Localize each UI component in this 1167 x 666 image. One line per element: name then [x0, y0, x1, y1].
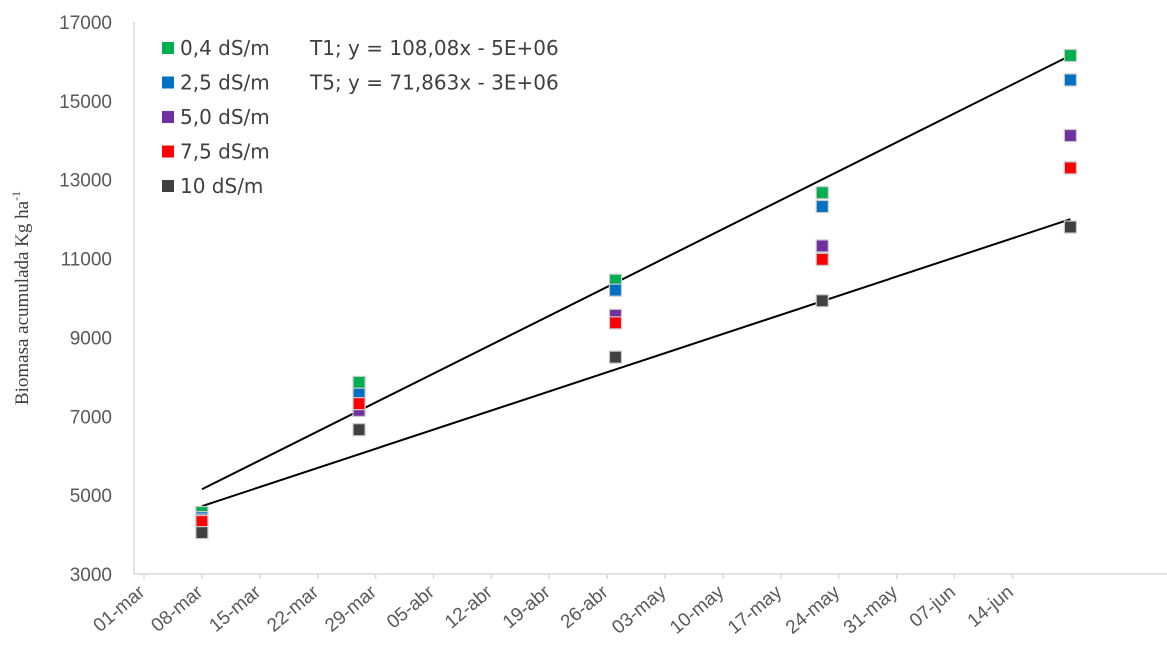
legend-label: 0,4 dS/m	[180, 36, 270, 60]
x-tick-label: 29-mar	[321, 581, 381, 636]
data-point	[1063, 128, 1078, 143]
x-tick-label: 07-jun	[906, 582, 960, 632]
data-point	[1063, 48, 1078, 63]
data-point	[1063, 220, 1078, 234]
y-axis-label: Biomasa acumulada Kg ha-1	[9, 191, 33, 405]
data-point	[352, 423, 366, 437]
data-point	[608, 316, 623, 330]
data-point	[815, 186, 829, 200]
legend-marker	[162, 145, 174, 158]
x-tick-label: 14-jun	[964, 582, 1018, 632]
y-tick-label: 11000	[61, 250, 112, 271]
x-tick-label: 10-may	[666, 581, 728, 638]
legend-label: 5,0 dS/m	[180, 105, 270, 129]
y-tick-label: 3000	[70, 565, 112, 586]
legend: 0,4 dS/m 2,5 dS/m 5,0 dS/m 7,5 dS/m 10 dS/m	[162, 36, 270, 198]
legend-label: 2,5 dS/m	[180, 71, 270, 95]
legend-marker	[162, 42, 174, 54]
x-tick-label: 31-may	[840, 581, 902, 638]
data-points	[195, 48, 1078, 540]
legend-label: 7,5 dS/m	[180, 140, 270, 164]
data-point	[815, 199, 829, 214]
legend-marker	[162, 76, 174, 89]
trendline-equation: T1; y = 108,08x - 5E+06	[309, 36, 559, 60]
trendline-equations: T1; y = 108,08x - 5E+06 T5; y = 71,863x -…	[309, 36, 559, 95]
y-tick-label: 9000	[70, 328, 112, 349]
legend-label: 10 dS/m	[180, 174, 263, 198]
x-tick-label: 05-abr	[383, 581, 439, 633]
x-tick-label: 15-mar	[205, 581, 265, 636]
data-point	[352, 397, 366, 411]
data-point	[608, 283, 623, 297]
x-tick-label: 12-abr	[441, 581, 497, 633]
axes	[133, 22, 1167, 575]
legend-marker	[162, 180, 174, 192]
trendline	[201, 218, 1071, 508]
x-tick-label: 26-abr	[557, 581, 613, 633]
data-point	[815, 252, 829, 266]
trendline-equation: T5; y = 71,863x - 3E+06	[309, 71, 559, 95]
data-point	[352, 375, 366, 389]
data-point	[195, 525, 209, 540]
trendlines	[201, 54, 1071, 508]
trendline	[201, 54, 1071, 491]
y-tick-label: 13000	[59, 171, 112, 192]
x-tick-label: 01-mar	[90, 581, 150, 636]
x-tick-label: 17-may	[724, 581, 786, 638]
x-tick-label: 08-mar	[148, 581, 208, 636]
data-point	[815, 239, 829, 253]
x-tick-label: 22-mar	[263, 581, 323, 636]
x-tick-label: 03-may	[608, 581, 670, 638]
data-point	[1063, 73, 1078, 87]
x-tick-label: 19-abr	[499, 581, 555, 633]
y-axis-label-main: Biomasa acumulada Kg ha	[12, 200, 33, 405]
data-point	[815, 294, 829, 308]
legend-marker	[162, 111, 174, 123]
data-point	[195, 514, 209, 529]
y-tick-label: 15000	[59, 92, 112, 113]
y-tick-label: 7000	[70, 407, 112, 428]
data-point	[1063, 161, 1078, 175]
x-tick-label: 24-may	[782, 581, 844, 638]
y-tick-labels: 3000 5000 7000 9000 11000 13000 15000 17000	[59, 13, 112, 586]
y-tick-label: 5000	[70, 486, 112, 507]
y-tick-label: 17000	[59, 13, 112, 34]
data-point	[608, 350, 623, 364]
y-axis-label-superscript: -1	[9, 191, 23, 201]
